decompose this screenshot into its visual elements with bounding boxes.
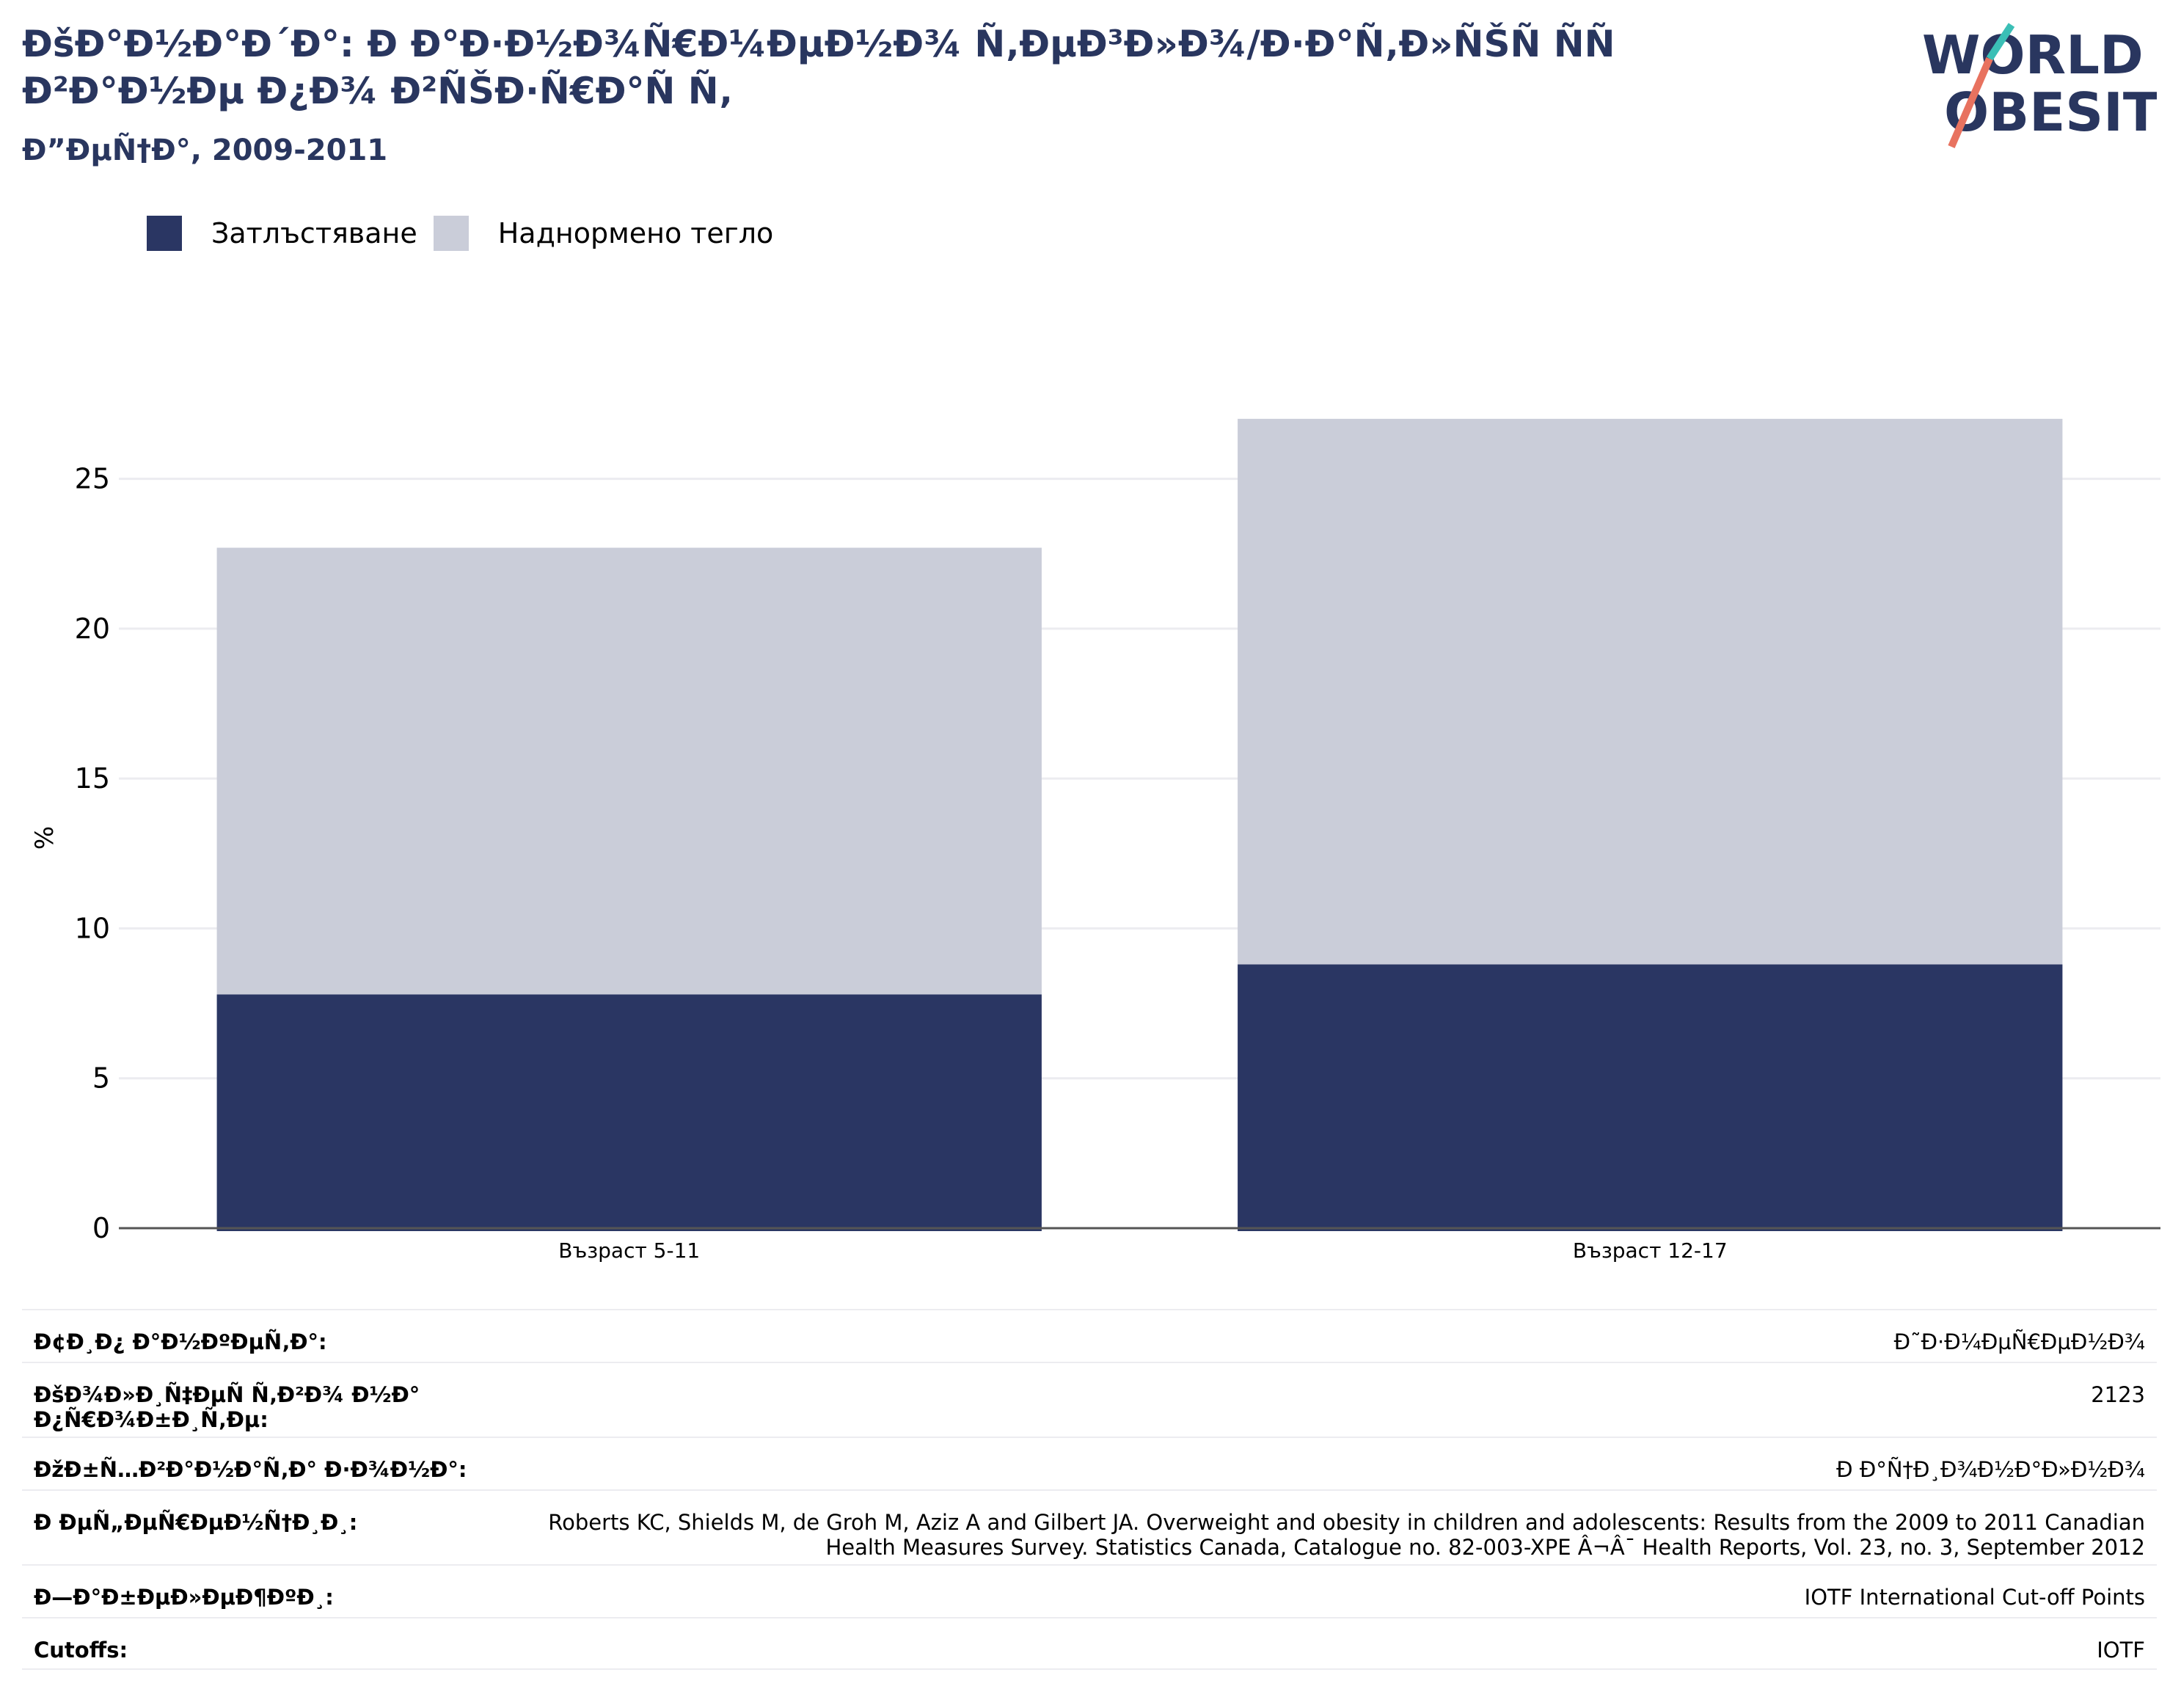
y-tick-label: 25 bbox=[75, 463, 110, 495]
legend-label-overweight: Наднормено тегло bbox=[497, 217, 774, 249]
logo-slash-coral bbox=[1948, 57, 1993, 148]
chart-legend: Затлъстяване Наднормено тегло bbox=[147, 216, 789, 251]
logo-slash-teal bbox=[1986, 23, 2015, 61]
info-row-survey-type: Ð¢Ð¸Ð¿ Ð°Ð½ÐºÐµÑ‚Ð°: Ð˜Ð·Ð¼ÐµÑ€ÐµÐ½Ð¾ bbox=[22, 1309, 2157, 1362]
y-tick-label: 0 bbox=[92, 1212, 110, 1244]
info-label: Ð ÐµÑ„ÐµÑ€ÐµÐ½Ñ†Ð¸Ð¸: bbox=[34, 1510, 358, 1535]
x-tick-label: Възраст 12-17 bbox=[1573, 1238, 1728, 1263]
info-value: Ð Ð°Ñ†Ð¸Ð¾Ð½Ð°Ð»Ð½Ð¾ bbox=[1836, 1457, 2145, 1482]
info-table: Ð¢Ð¸Ð¿ Ð°Ð½ÐºÐµÑ‚Ð°: Ð˜Ð·Ð¼ÐµÑ€ÐµÐ½Ð¾ Ðš… bbox=[22, 1309, 2157, 1670]
info-row-references: Ð ÐµÑ„ÐµÑ€ÐµÐ½Ñ†Ð¸Ð¸: Roberts KC, Shield… bbox=[22, 1489, 2157, 1564]
legend-item-overweight: Наднормено тегло bbox=[433, 216, 774, 251]
chart-subtitle: Ð”ÐµÑ†Ð°, 2009-2011 bbox=[22, 134, 388, 167]
legend-item-obesity: Затлъстяване bbox=[147, 216, 417, 251]
bar-overweight bbox=[1238, 418, 2063, 965]
world-obesity-logo: WORLD OBESITY bbox=[1922, 23, 2157, 148]
info-row-notes: Ð—Ð°Ð±ÐµÐ»ÐµÐ¶ÐºÐ¸: IOTF International C… bbox=[22, 1564, 2157, 1617]
x-tick-label: Възраст 5-11 bbox=[558, 1238, 700, 1263]
info-value: Roberts KC, Shields M, de Groh M, Aziz A… bbox=[548, 1510, 2145, 1560]
bar-obesity bbox=[1238, 964, 2063, 1231]
legend-swatch-obesity bbox=[147, 216, 182, 251]
bar-overweight bbox=[216, 547, 1042, 995]
logo-text-obesity: OBESITY bbox=[1944, 81, 2157, 143]
y-tick-label: 20 bbox=[75, 613, 110, 645]
y-tick-label: 10 bbox=[75, 912, 110, 944]
stacked-bar-chart: 0 5 10 15 20 25% Възраст 5-11 Възраст 12-17 bbox=[30, 418, 2160, 1263]
y-tick-label: 5 bbox=[92, 1062, 110, 1095]
logo-text-world: WORLD bbox=[1922, 24, 2144, 86]
bar-obesity bbox=[216, 994, 1042, 1231]
y-tick-label: 15 bbox=[75, 762, 110, 795]
info-row-sample-size: ÐšÐ¾Ð»Ð¸Ñ‡ÐµÑ Ñ‚Ð²Ð¾ Ð½Ð° Ð¿Ñ€Ð¾Ð±Ð¸Ñ‚Ðµ… bbox=[22, 1362, 2157, 1437]
info-label: ÐšÐ¾Ð»Ð¸Ñ‡ÐµÑ Ñ‚Ð²Ð¾ Ð½Ð° Ð¿Ñ€Ð¾Ð±Ð¸Ñ‚Ðµ… bbox=[34, 1382, 420, 1432]
info-label: Ð—Ð°Ð±ÐµÐ»ÐµÐ¶ÐºÐ¸: bbox=[34, 1585, 334, 1610]
y-axis-label: % bbox=[30, 826, 59, 850]
info-value: IOTF International Cut-off Points bbox=[1804, 1585, 2145, 1610]
info-value: Ð˜Ð·Ð¼ÐµÑ€ÐµÐ½Ð¾ bbox=[1893, 1329, 2145, 1354]
info-value: 2123 bbox=[2091, 1382, 2145, 1407]
info-label: Ð¢Ð¸Ð¿ Ð°Ð½ÐºÐµÑ‚Ð°: bbox=[34, 1329, 327, 1354]
chart-title: ÐšÐ°Ð½Ð°Ð´Ð°: Ð Ð°Ð·Ð½Ð¾Ñ€Ð¼ÐµÐ½Ð¾ Ñ‚ÐµÐ… bbox=[22, 23, 1615, 112]
info-value: IOTF bbox=[2097, 1638, 2145, 1663]
legend-label-obesity: Затлъстяване bbox=[211, 217, 417, 249]
info-label: ÐžÐ±Ñ…Ð²Ð°Ð½Ð°Ñ‚Ð° Ð·Ð¾Ð½Ð°: bbox=[34, 1457, 467, 1482]
info-row-coverage: ÐžÐ±Ñ…Ð²Ð°Ð½Ð°Ñ‚Ð° Ð·Ð¾Ð½Ð°: Ð Ð°Ñ†Ð¸Ð¾Ð… bbox=[22, 1437, 2157, 1489]
legend-swatch-overweight bbox=[433, 216, 469, 251]
info-row-cutoffs: Cutoffs: IOTF bbox=[22, 1617, 2157, 1670]
info-label: Cutoffs: bbox=[34, 1638, 128, 1663]
